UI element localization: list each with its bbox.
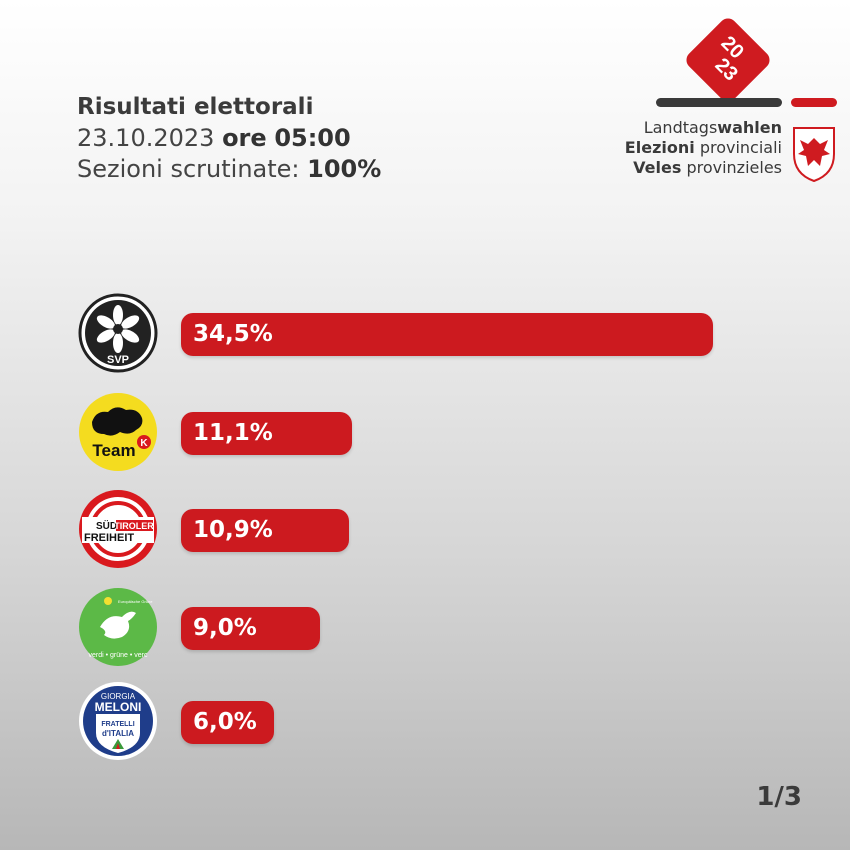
tyrol-eagle-crest-icon: [793, 127, 835, 183]
svg-text:FRATELLI: FRATELLI: [101, 721, 134, 728]
team-k-logo: Team K: [79, 393, 157, 471]
svg-text:K: K: [140, 438, 148, 449]
bar-label-sued-tiroler-freiheit: 10,9%: [193, 517, 273, 543]
chart-row-svp: SVP 34,5%: [0, 293, 850, 377]
chart-row-sued-tiroler-freiheit: SÜD TIROLER FREIHEIT 10,9%: [0, 489, 850, 573]
svg-text:MELONI: MELONI: [95, 700, 142, 714]
logo-red-stripe: [791, 98, 837, 107]
svg-text:TIROLER: TIROLER: [114, 521, 154, 531]
election-name: Landtagswahlen Elezioni provinciali Vele…: [624, 118, 782, 177]
chart-row-team-k: Team K 11,1%: [0, 392, 850, 476]
svg-text:verdi • grüne • verc: verdi • grüne • verc: [89, 652, 148, 659]
svp-logo: SVP: [78, 293, 158, 373]
svp-logo-text: SVP: [107, 354, 129, 366]
page-indicator: 1/3: [756, 782, 802, 812]
logo-year-top: 20: [717, 32, 748, 63]
logo-year-bottom: 23: [711, 54, 742, 85]
chart-row-greens: Europäische Grüne verdi • grüne • verc 9…: [0, 587, 850, 671]
sued-tiroler-freiheit-logo: SÜD TIROLER FREIHEIT: [79, 490, 157, 568]
results-timestamp: 23.10.2023 ore 05:00: [77, 124, 351, 152]
bar-team-k: 11,1%: [181, 412, 352, 455]
svg-text:SÜD: SÜD: [96, 519, 117, 532]
dove-icon: [100, 611, 136, 639]
svg-text:FREIHEIT: FREIHEIT: [84, 532, 134, 544]
logo-dark-stripe: [656, 98, 782, 107]
sections-counted: Sezioni scrutinate: 100%: [77, 155, 382, 183]
bar-label-greens: 9,0%: [193, 615, 257, 641]
bar-fratelli-d-italia: 6,0%: [181, 701, 274, 744]
svg-text:GIORGIA: GIORGIA: [101, 692, 136, 701]
fratelli-d-italia-logo: GIORGIA MELONI FRATELLI d'ITALIA: [79, 682, 157, 760]
bar-svp: 34,5%: [181, 313, 713, 356]
results-header: Risultati elettorali 23.10.2023 ore 05:0…: [77, 92, 381, 185]
bar-label-team-k: 11,1%: [193, 420, 273, 446]
results-title: Risultati elettorali: [77, 94, 314, 120]
team-k-logo-text: Team: [92, 441, 135, 460]
svg-text:Europäische Grüne: Europäische Grüne: [118, 599, 153, 604]
bar-sued-tiroler-freiheit: 10,9%: [181, 509, 349, 552]
bar-label-fratelli-d-italia: 6,0%: [193, 709, 257, 735]
svg-text:d'ITALIA: d'ITALIA: [102, 729, 134, 738]
bar-label-svp: 34,5%: [193, 321, 273, 347]
greens-logo: Europäische Grüne verdi • grüne • verc: [79, 588, 157, 666]
bar-greens: 9,0%: [181, 607, 320, 650]
chart-row-fratelli-d-italia: GIORGIA MELONI FRATELLI d'ITALIA 6,0%: [0, 681, 850, 765]
